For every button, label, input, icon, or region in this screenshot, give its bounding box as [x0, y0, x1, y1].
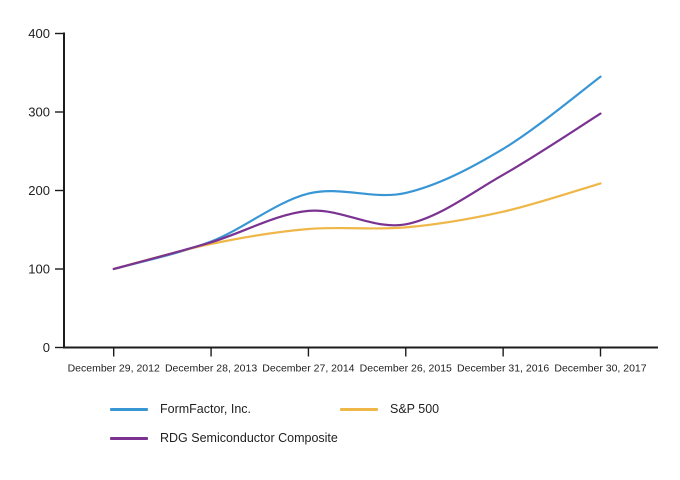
legend-item-sp500: S&P 500	[340, 402, 439, 416]
legend-label-rdg: RDG Semiconductor Composite	[160, 431, 338, 445]
series-line-rdg-semiconductor-composite	[112, 112, 602, 271]
x-tick-label: December 29, 2012	[68, 363, 160, 375]
legend-swatch-formfactor	[110, 407, 148, 411]
y-tick-label: 0	[43, 340, 50, 355]
legend-swatch-sp500	[340, 407, 378, 411]
y-tick-label: 200	[28, 183, 50, 198]
series-line-formfactor-inc	[112, 75, 602, 271]
x-tick-label: December 28, 2013	[165, 363, 257, 375]
x-tick-label: December 27, 2014	[262, 363, 354, 375]
legend-label-formfactor: FormFactor, Inc.	[160, 402, 251, 416]
legend-item-formfactor: FormFactor, Inc.	[110, 402, 251, 416]
x-tick-label: December 31, 2016	[457, 363, 549, 375]
x-tick-label: December 26, 2015	[360, 363, 452, 375]
series-line-s-p-500	[112, 182, 602, 271]
legend-swatch-rdg	[110, 436, 148, 440]
legend-label-sp500: S&P 500	[390, 402, 440, 416]
y-tick-label: 100	[28, 262, 50, 277]
y-tick-label: 300	[28, 105, 50, 120]
y-tick-label: 400	[28, 26, 50, 41]
legend-item-rdg: RDG Semiconductor Composite	[110, 431, 338, 445]
x-tick-label: December 30, 2017	[554, 363, 646, 375]
